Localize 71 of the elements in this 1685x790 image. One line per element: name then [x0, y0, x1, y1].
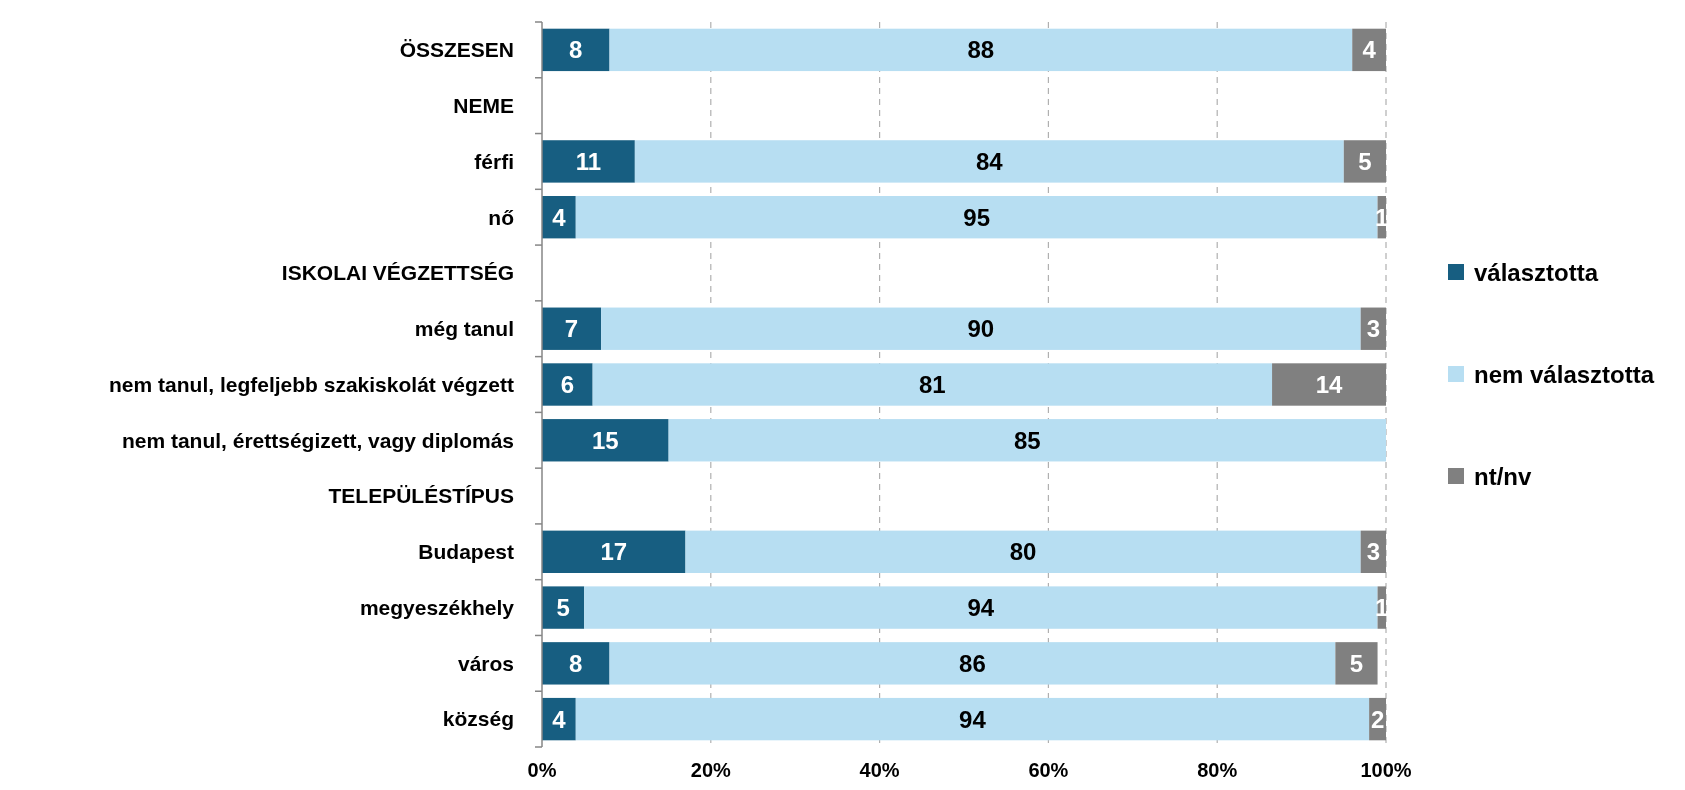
data-label: 8: [569, 36, 583, 64]
data-label: 8: [569, 649, 583, 677]
legend-label: nem választotta: [1474, 361, 1655, 389]
bar: [542, 586, 585, 629]
bar: [575, 697, 1370, 741]
data-label: 86: [959, 649, 986, 677]
data-label: 88: [967, 36, 995, 64]
data-label: 6: [560, 370, 574, 398]
data-label: 17: [600, 538, 628, 566]
data-label: 3: [1366, 315, 1381, 343]
data-label: 14: [1315, 370, 1344, 398]
bar: [609, 28, 1353, 72]
y-tick-label: nem tanul, legfeljebb szakiskolát végzett: [109, 372, 514, 396]
data-label: 94: [967, 593, 995, 621]
bar: [584, 586, 1378, 629]
data-label: 7: [564, 315, 579, 343]
bar: [542, 140, 635, 183]
data-label: 85: [1013, 426, 1041, 454]
x-tick-label: 80%: [1197, 759, 1238, 781]
y-tick-label: TELEPÜLÉSTÍPUS: [328, 484, 514, 508]
x-tick-label: 0%: [527, 759, 557, 781]
bar: [609, 642, 1336, 685]
x-tick-label: 60%: [1028, 759, 1069, 781]
y-tick-label: férfi: [474, 149, 514, 173]
bar: [542, 419, 669, 462]
data-label: 15: [591, 426, 619, 454]
y-tick-label: község: [442, 707, 514, 731]
y-tick-label: ISKOLAI VÉGZETTSÉG: [281, 261, 514, 285]
data-label: 94: [959, 705, 987, 733]
y-tick-label: nő: [488, 205, 514, 229]
y-tick-label: nem tanul, érettségizett, vagy diplomás: [121, 428, 514, 452]
bar: [542, 28, 610, 72]
data-label: 5: [556, 593, 570, 621]
bar: [1343, 140, 1386, 183]
data-label: 80: [1009, 538, 1037, 566]
legend-label: választotta: [1474, 259, 1599, 287]
y-tick-label: megyeszékhely: [359, 595, 515, 619]
bar: [542, 530, 686, 573]
y-tick-label: ÖSSZESEN: [399, 38, 514, 62]
bar: [1272, 363, 1386, 406]
bar: [542, 307, 602, 350]
data-label: 81: [919, 370, 946, 398]
data-label: 84: [975, 147, 1004, 175]
bar: [542, 642, 610, 685]
y-tick-label: még tanul: [414, 317, 514, 341]
data-label: 11: [575, 147, 602, 175]
data-label: 90: [967, 315, 995, 343]
bar: [601, 307, 1361, 350]
data-label: 3: [1366, 538, 1381, 566]
bar: [634, 140, 1344, 183]
legend-label: nt/nv: [1474, 463, 1532, 491]
bar: [668, 419, 1386, 462]
bar: [542, 363, 593, 406]
data-label: 4: [552, 705, 567, 733]
data-label: 5: [1358, 147, 1372, 175]
bar: [685, 530, 1361, 573]
bar: [592, 363, 1273, 406]
data-label: 95: [963, 203, 991, 231]
x-tick-label: 100%: [1360, 759, 1412, 781]
bar: [575, 196, 1378, 239]
y-tick-label: város: [457, 651, 514, 675]
data-label: 4: [1362, 36, 1377, 64]
x-tick-label: 20%: [690, 759, 732, 781]
bar: [1335, 642, 1378, 685]
y-tick-label: NEME: [453, 94, 514, 117]
x-tick-label: 40%: [859, 759, 900, 781]
data-label: 2: [1370, 705, 1385, 733]
bar: [1352, 28, 1386, 72]
data-label: 5: [1349, 649, 1364, 677]
data-label: 4: [552, 203, 567, 231]
y-tick-label: Budapest: [418, 540, 514, 564]
